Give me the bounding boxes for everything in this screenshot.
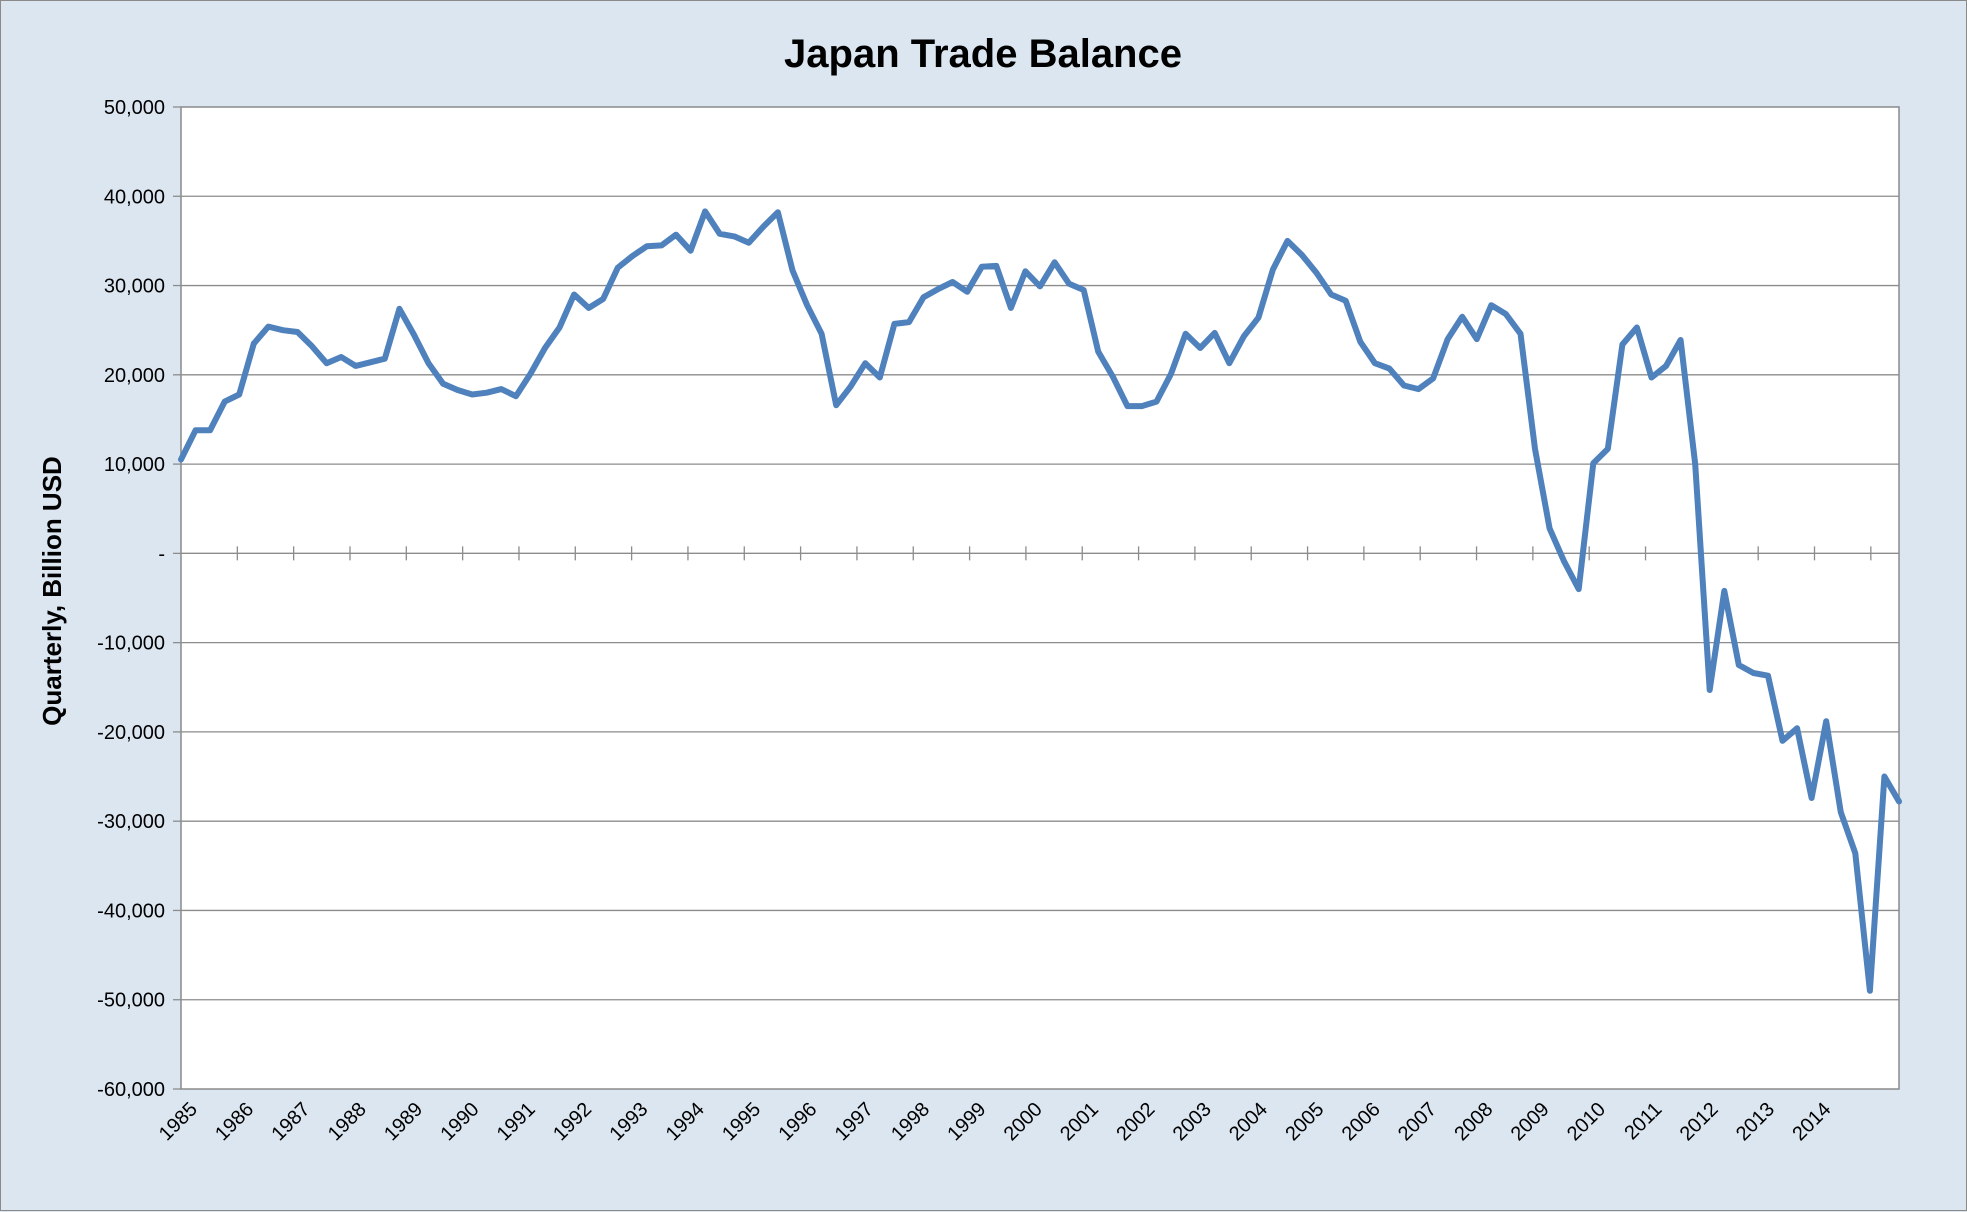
y-tick-label: -40,000 [97, 900, 165, 922]
x-tick-label: 2007 [1394, 1098, 1441, 1145]
x-tick-label: 1992 [549, 1098, 596, 1145]
x-tick-label: 2014 [1788, 1098, 1835, 1145]
x-tick-label: 1999 [943, 1098, 990, 1145]
x-tick-label: 1994 [662, 1098, 709, 1145]
x-tick-label: 1989 [380, 1098, 427, 1145]
x-tick-label: 1993 [605, 1098, 652, 1145]
y-axis-label: Quarterly, Billion USD [37, 456, 67, 726]
x-tick-label: 1985 [155, 1098, 202, 1145]
x-tick-label: 2000 [1000, 1098, 1047, 1145]
x-tick-label: 2001 [1056, 1098, 1103, 1145]
y-tick-label: -20,000 [97, 722, 165, 744]
x-tick-label: 1995 [718, 1098, 765, 1145]
series-line [178, 208, 1902, 994]
chart-title: Japan Trade Balance [784, 32, 1182, 76]
y-tick-label: -50,000 [97, 990, 165, 1012]
x-axis-ticks: 1985 1986 1987 1988 1989 1990 1991 1992 1993 1994… [155, 1098, 1836, 1145]
y-tick-label: 20,000 [104, 365, 165, 387]
x-tick-label: 1998 [887, 1098, 934, 1145]
x-tick-label: 1987 [267, 1098, 314, 1145]
x-tick-label: 1997 [831, 1098, 878, 1145]
y-tick-label: - [158, 543, 165, 565]
y-tick-label: 10,000 [104, 454, 165, 476]
x-tick-label: 2002 [1112, 1098, 1159, 1145]
x-tick-label: 2010 [1563, 1098, 1610, 1145]
x-tick-label: 1996 [774, 1098, 821, 1145]
x-tick-label: 1990 [436, 1098, 483, 1145]
x-tick-label: 1991 [493, 1098, 540, 1145]
x-tick-label: 1988 [324, 1098, 371, 1145]
x-tick-label: 1986 [211, 1098, 258, 1145]
y-tick-label: -30,000 [97, 811, 165, 833]
x-tick-label: 2009 [1507, 1098, 1554, 1145]
x-tick-label: 2005 [1281, 1098, 1328, 1145]
x-axis [181, 546, 1899, 561]
x-tick-label: 2012 [1676, 1098, 1723, 1145]
x-tick-label: 2011 [1620, 1098, 1666, 1144]
y-tick-label: 30,000 [104, 276, 165, 298]
x-tick-label: 2003 [1169, 1098, 1216, 1145]
x-tick-label: 2013 [1732, 1098, 1779, 1145]
series-layer [178, 208, 1902, 994]
y-axis-ticks: 50,000 40,000 30,000 20,000 10,000 - -10,000 -2… [97, 97, 165, 1101]
x-tick-label: 2004 [1225, 1098, 1272, 1145]
y-tick-label: -60,000 [97, 1079, 165, 1101]
y-tick-label: -10,000 [97, 633, 165, 655]
y-tick-label: 50,000 [104, 97, 165, 119]
y-tick-label: 40,000 [104, 186, 165, 208]
plot-area [180, 106, 1900, 1090]
x-tick-label: 2006 [1338, 1098, 1385, 1145]
x-tick-label: 2008 [1450, 1098, 1497, 1145]
